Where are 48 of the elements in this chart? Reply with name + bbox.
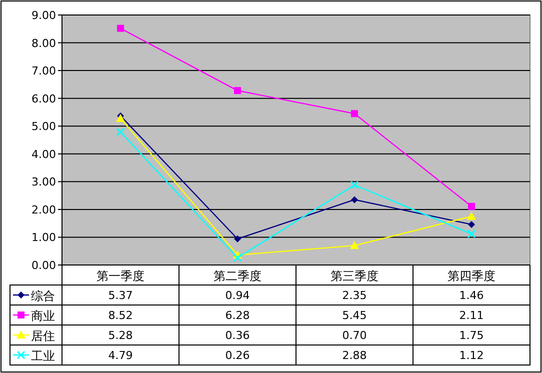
point	[233, 254, 242, 262]
data-label: 2.35	[342, 289, 367, 302]
y-tick-label: 1.00	[32, 231, 56, 244]
y-tick-label: 2.00	[32, 203, 56, 216]
legend-label: 居住	[31, 329, 55, 343]
data-label: 6.28	[225, 309, 250, 322]
data-label: 5.45	[342, 309, 367, 322]
data-label: 0.26	[225, 349, 250, 362]
y-tick-label: 5.00	[32, 120, 56, 134]
data-label: 0.70	[342, 329, 367, 342]
legend-label: 工业	[31, 349, 55, 363]
point	[468, 202, 475, 210]
legend-label: 商业	[31, 309, 55, 323]
data-label: 1.75	[459, 329, 484, 342]
point	[467, 212, 476, 220]
x-tick-label: 第四季度	[448, 269, 496, 283]
data-label: 0.36	[225, 329, 250, 342]
data-label: 1.46	[459, 289, 484, 302]
point	[468, 220, 475, 228]
data-label: 2.88	[342, 349, 367, 362]
point	[467, 230, 476, 238]
data-label: 0.94	[225, 289, 250, 302]
point	[350, 241, 359, 250]
x-tick-label: 第二季度	[214, 269, 262, 283]
x-tick-label: 第三季度	[330, 269, 378, 283]
point	[234, 87, 241, 94]
point	[116, 128, 125, 136]
x-tick-label: 第一季度	[96, 269, 144, 283]
y-tick-label: 4.00	[32, 148, 56, 161]
y-tick-label: 0.00	[32, 259, 56, 272]
point	[350, 180, 359, 190]
y-tick-label: 3.00	[32, 176, 56, 189]
y-tick-label: 7.00	[32, 64, 56, 78]
point	[351, 196, 358, 204]
point	[116, 114, 125, 122]
legend-label: 综合	[31, 289, 55, 303]
data-label: 5.37	[108, 289, 133, 302]
data-label: 8.52	[108, 309, 133, 322]
data-label: 1.12	[459, 349, 484, 362]
point	[234, 235, 241, 242]
point	[351, 110, 358, 118]
y-tick-label: 8.00	[32, 36, 56, 50]
point	[117, 24, 124, 32]
data-label: 4.79	[108, 349, 133, 362]
data-label: 2.11	[459, 309, 484, 322]
y-tick-label: 9.00	[32, 9, 56, 22]
data-label: 5.28	[108, 329, 133, 342]
y-tick-label: 6.00	[32, 92, 56, 106]
